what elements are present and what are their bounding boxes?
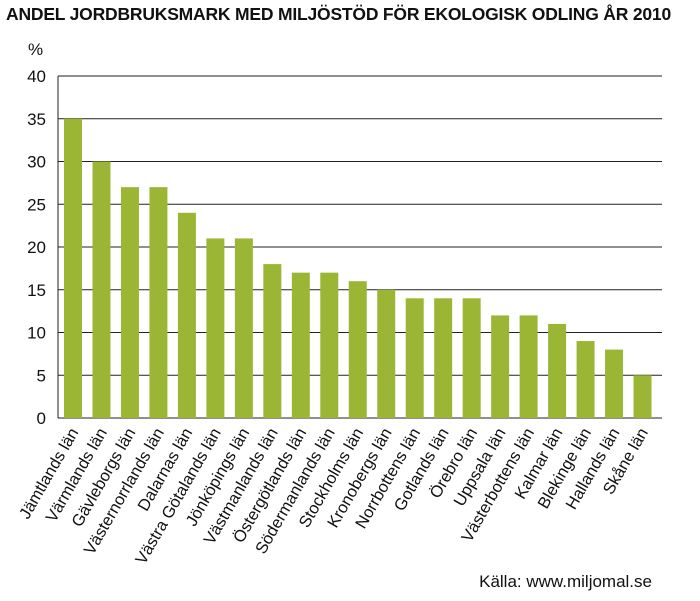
bar — [263, 264, 282, 418]
source-note: Källa: www.miljomal.se — [479, 572, 652, 591]
bar — [548, 323, 567, 418]
bar — [234, 238, 253, 418]
bar — [576, 341, 595, 418]
bar — [377, 289, 396, 418]
bar — [149, 187, 168, 418]
y-tick-label: 15 — [27, 281, 46, 300]
bar — [519, 315, 538, 418]
y-tick-label: 0 — [37, 409, 46, 428]
bar — [633, 375, 652, 418]
bar — [605, 349, 624, 418]
y-tick-label: 40 — [27, 67, 46, 86]
bar — [462, 298, 481, 418]
y-tick-label: 35 — [27, 110, 46, 129]
y-tick-label: 10 — [27, 324, 46, 343]
y-tick-label: 20 — [27, 238, 46, 257]
y-tick-label: 25 — [27, 195, 46, 214]
y-axis-unit-label: % — [28, 40, 44, 59]
bar — [64, 118, 82, 418]
bar — [120, 187, 139, 418]
bar — [206, 238, 225, 418]
chart-title: ANDEL JORDBRUKSMARK MED MILJÖSTÖD FÖR EK… — [6, 4, 671, 24]
y-tick-label: 30 — [27, 153, 46, 172]
bar — [491, 315, 510, 418]
bar — [291, 272, 310, 418]
bar — [405, 298, 424, 418]
bar — [92, 161, 111, 418]
bar — [434, 298, 453, 418]
y-tick-label: 5 — [37, 366, 46, 385]
bar — [348, 281, 367, 418]
bar — [320, 272, 339, 418]
bar — [177, 212, 196, 418]
